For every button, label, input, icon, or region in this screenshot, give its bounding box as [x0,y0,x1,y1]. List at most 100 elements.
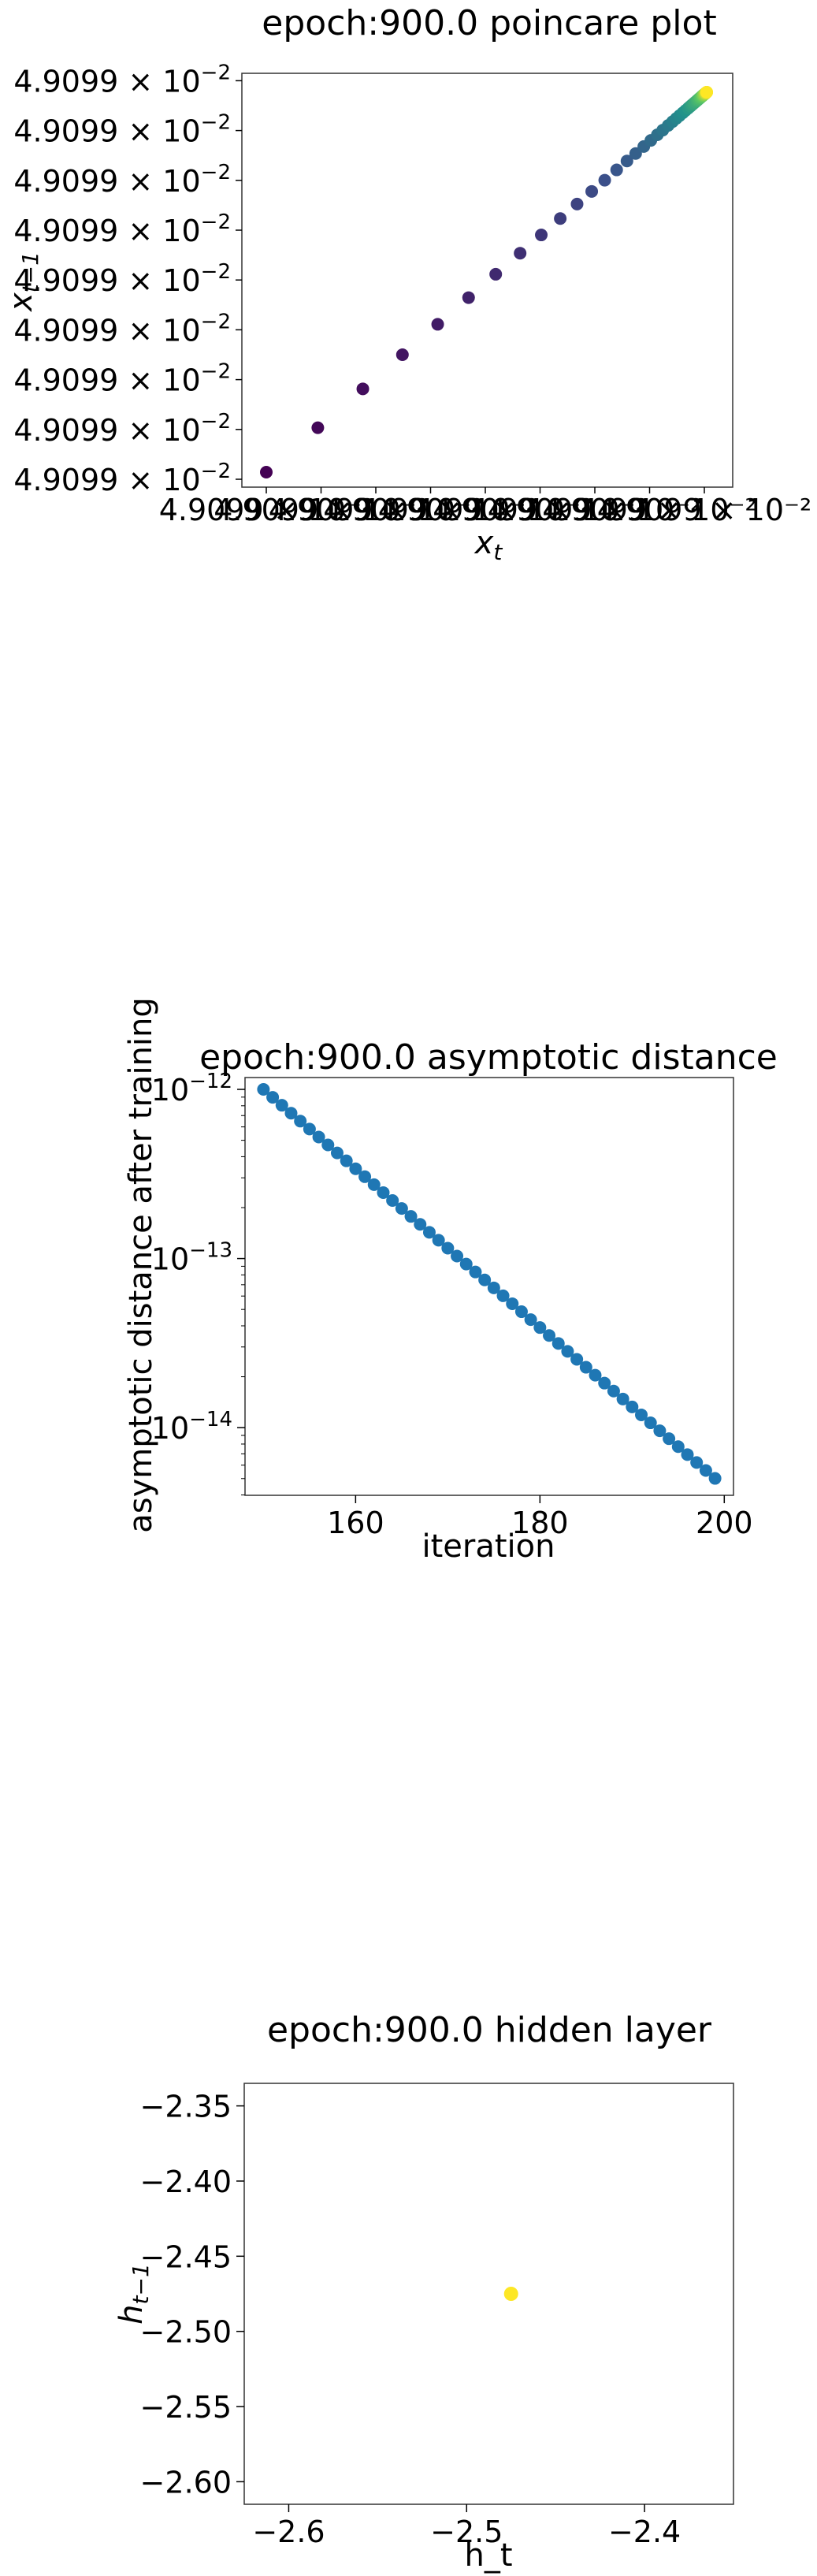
poincare-x-label: xt [473,525,503,565]
asymptotic-y-label: asymptotic distance after training [123,997,159,1533]
poincare-points [260,86,713,478]
asymptotic-point [616,1392,629,1405]
poincare-x-tick-label: 4.9099 × 10⁻² [597,493,812,527]
asymptotic-y-ticks: 10−12 10−13 10−14 [151,1070,245,1496]
asymptotic-title: epoch:900.0 asymptotic distance [199,1037,778,1078]
poincare-point [514,247,527,260]
asymptotic-y-tick-label: 10−13 [151,1239,232,1277]
hidden-y-tick-label: −2.55 [140,2390,232,2425]
asymptotic-point [340,1154,353,1167]
hidden-layer-chart: epoch:900.0 hidden layer −2.35 −2.40 −2.45… [113,2010,734,2574]
asymptotic-y-tick-label: 10−14 [151,1408,232,1446]
poincare-point [598,173,611,187]
asymptotic-point [275,1099,288,1112]
hidden-title: epoch:900.0 hidden layer [267,2010,712,2050]
poincare-point [431,318,444,331]
poincare-y-tick-label: 4.9099 × 10−2 [13,460,231,497]
asymptotic-point [487,1281,500,1294]
poincare-point [462,291,475,304]
asymptotic-points [257,1083,722,1485]
asymptotic-point [663,1432,676,1446]
asymptotic-point [496,1289,510,1302]
asymptotic-point [690,1456,704,1469]
asymptotic-point [321,1138,335,1152]
asymptotic-point [671,1440,685,1454]
asymptotic-point [589,1368,602,1382]
asymptotic-point [579,1361,592,1374]
poincare-point [700,86,713,99]
poincare-y-tick-label: 4.9099 × 10−2 [13,111,231,149]
asymptotic-point [524,1313,537,1327]
asymptotic-point [533,1321,547,1335]
asymptotic-point [570,1353,584,1366]
poincare-point [620,154,633,168]
asymptotic-point [653,1424,667,1438]
poincare-point [554,212,567,225]
poincare-x-ticks: 4.9099 × 10⁻²4.9099 × 10⁻²4.9099 × 10⁻²4… [159,487,812,527]
poincare-point [489,267,503,281]
asymptotic-point [459,1257,473,1271]
hidden-axes-frame [243,2083,734,2505]
asymptotic-point [699,1464,712,1477]
asymptotic-point [551,1337,565,1350]
hidden-y-ticks: −2.35 −2.40 −2.45 −2.50 −2.55 −2.60 [140,2090,244,2500]
hidden-points [503,2287,518,2301]
asymptotic-point [469,1265,482,1279]
asymptotic-point [681,1448,694,1461]
asymptotic-point [312,1130,325,1144]
asymptotic-point [478,1273,492,1286]
poincare-point [356,382,370,396]
asymptotic-point [422,1226,436,1239]
asymptotic-point [441,1241,455,1255]
poincare-x-tick-label: 4.9099 × 10⁻² [378,493,593,527]
hidden-x-tick-label: −2.5 [430,2515,503,2549]
asymptotic-point [514,1305,528,1319]
asymptotic-axes-frame [244,1077,734,1496]
asymptotic-x-label: iteration [422,1528,555,1565]
asymptotic-point [266,1091,280,1104]
asymptotic-point [561,1345,574,1358]
asymptotic-point [543,1329,556,1342]
asymptotic-x-ticks: 160 180 200 [327,1495,753,1540]
poincare-y-tick-label: 4.9099 × 10−2 [13,310,231,348]
asymptotic-chart: epoch:900.0 asymptotic distance 10−1210−… [123,997,778,1565]
hidden-x-tick-label: −2.6 [252,2515,325,2549]
hidden-y-tick-label: −2.35 [140,2090,232,2124]
poincare-x-tick-label: 4.9099 × 10⁻² [323,493,538,527]
asymptotic-point [330,1146,344,1160]
asymptotic-point [708,1472,722,1485]
asymptotic-point [598,1376,611,1390]
asymptotic-point [414,1218,427,1231]
poincare-y-tick-label: 4.9099 × 10−2 [13,360,231,398]
hidden-y-tick-label: −2.45 [140,2239,232,2274]
asymptotic-point [303,1122,316,1136]
poincare-x-tick-label: 4.9099 × 10⁻² [433,493,648,527]
asymptotic-point [404,1210,418,1223]
hidden-x-ticks: −2.6 −2.5 −2.4 [252,2504,681,2549]
poincare-y-tick-label: 4.9099 × 10−2 [13,61,231,99]
poincare-title: epoch:900.0 poincare plot [262,3,716,43]
poincare-x-tick-label: 4.9099 × 10⁻² [269,493,484,527]
poincare-point [311,421,325,434]
poincare-x-tick-label: 4.9099 × 10⁻² [488,493,703,527]
poincare-point [260,466,273,478]
asymptotic-point [284,1107,298,1120]
hidden-x-tick-label: −2.4 [608,2515,681,2549]
hidden-y-tick-label: −2.60 [140,2465,232,2500]
asymptotic-point [644,1416,657,1430]
asymptotic-point [349,1162,362,1175]
poincare-chart: epoch:900.0 poincare plot 4.9099 × 10−24… [3,3,811,565]
hidden-point [503,2287,518,2301]
asymptotic-point [607,1384,620,1398]
poincare-y-tick-label: 4.9099 × 10−2 [13,260,231,298]
poincare-point [585,184,599,198]
asymptotic-point [506,1297,519,1310]
asymptotic-point [294,1115,307,1128]
asymptotic-point [432,1234,445,1247]
poincare-y-ticks: 4.9099 × 10−2 4.9099 × 10−2 4.9099 × 10−2 4… [13,61,242,497]
poincare-point [535,229,548,242]
asymptotic-point [377,1186,390,1199]
hidden-y-tick-label: −2.40 [140,2165,232,2199]
poincare-x-tick-label: 4.9099 × 10⁻² [159,493,374,527]
